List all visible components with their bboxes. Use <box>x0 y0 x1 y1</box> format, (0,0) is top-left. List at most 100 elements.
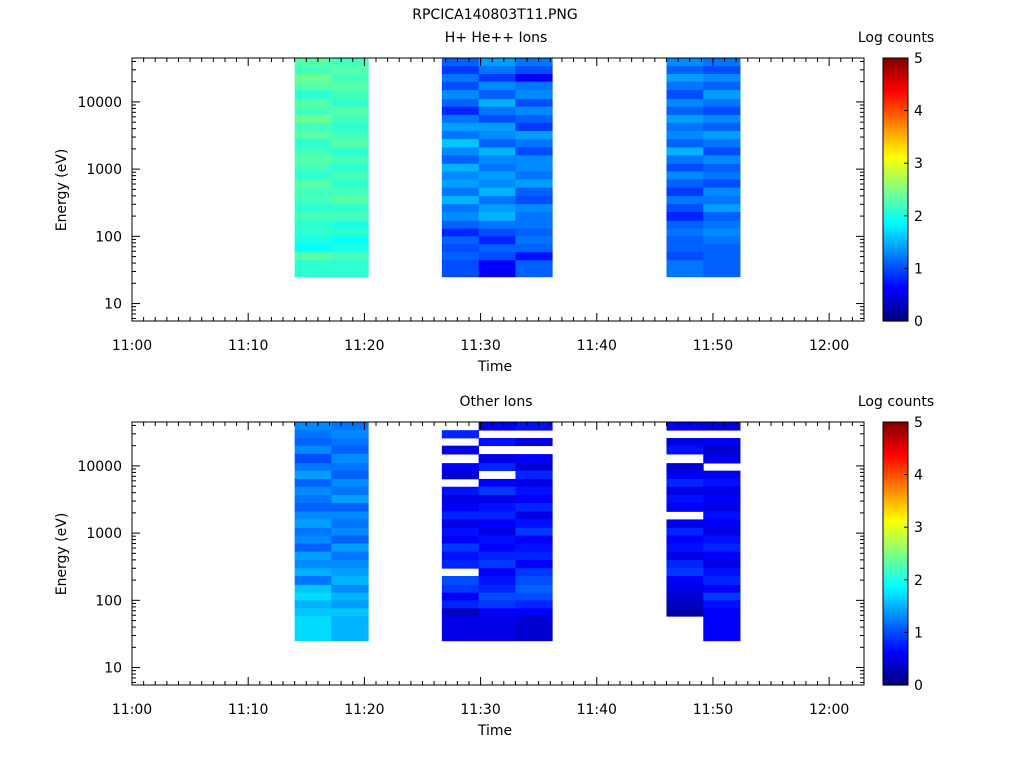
heatmap-cell <box>515 187 553 197</box>
colorbar-segment <box>883 180 908 184</box>
heatmap-cell <box>331 99 369 108</box>
heatmap-cell <box>703 139 741 148</box>
colorbar-segment <box>883 529 908 533</box>
colorbar-segment <box>883 625 908 629</box>
colorbar-segment <box>883 577 908 581</box>
colorbar-segment <box>883 676 908 680</box>
colorbar-segment <box>883 108 908 112</box>
heatmap-cell <box>515 608 553 617</box>
colorbar-segment <box>883 588 908 592</box>
heatmap-cell <box>666 99 704 108</box>
heatmap-cell <box>478 99 516 108</box>
heatmap-cell <box>441 616 480 625</box>
heatmap-cell <box>515 122 553 132</box>
colorbar-segment <box>883 428 908 432</box>
heatmap-cell <box>666 228 704 237</box>
heatmap-cell <box>478 179 516 189</box>
heatmap-cell <box>703 608 741 617</box>
heatmap-cell <box>703 244 741 253</box>
heatmap-cell <box>441 179 480 189</box>
colorbar-segment <box>883 204 908 208</box>
colorbar-segment <box>883 448 908 452</box>
colorbar-segment <box>883 246 908 250</box>
colorbar-segment <box>883 492 908 495</box>
heatmap-cell <box>331 576 369 586</box>
colorbar-segment <box>883 178 908 182</box>
heatmap-cell <box>331 463 369 472</box>
colorbar-segment <box>883 621 908 625</box>
colorbar-segment <box>883 608 908 612</box>
colorbar-segment <box>883 432 908 436</box>
heatmap-cell <box>703 543 741 553</box>
heatmap-cell <box>515 74 553 83</box>
heatmap-cell <box>703 454 741 464</box>
heatmap-cell <box>331 163 369 172</box>
colorbar-segment <box>883 176 908 180</box>
heatmap-cell <box>703 171 741 180</box>
colorbar-segment <box>883 222 908 226</box>
heatmap-cell <box>331 228 369 237</box>
colorbar-segment <box>883 193 908 197</box>
x-axis: 11:00 11:10 11:20 11:30 11:40 11:50 12:00 <box>112 422 865 718</box>
colorbar-segment <box>883 459 908 463</box>
colorbar-segment <box>883 538 908 541</box>
colorbar-segment <box>883 128 908 131</box>
heatmap-cell <box>666 584 704 594</box>
heatmap-cell <box>478 543 516 553</box>
heatmap-cell <box>294 171 332 180</box>
colorbar-segment <box>883 58 908 61</box>
panel-h-he-ions: H+ He++ Ions Log counts 11:00 11:10 11:20 1… <box>54 30 934 375</box>
y-axis-label: Energy (eV) <box>54 149 70 232</box>
heatmap-cell <box>515 212 553 222</box>
colorbar-segment <box>883 217 908 221</box>
colorbar-segment <box>883 590 908 594</box>
colorbar-segment <box>883 169 908 173</box>
heatmap-cell <box>666 106 704 116</box>
colorbar-segment <box>883 182 908 186</box>
heatmap-cell <box>703 204 741 213</box>
heatmap-cell <box>478 163 516 172</box>
colorbar-segment <box>883 540 908 544</box>
colorbar-segment <box>883 426 908 430</box>
heatmap-cell <box>294 220 332 230</box>
colorbar-segment <box>883 623 908 627</box>
colorbar-segment <box>883 592 908 596</box>
colorbar-segment <box>883 566 908 570</box>
colorbar-segment <box>883 560 908 563</box>
heatmap-cell <box>703 568 741 577</box>
colorbar-segment <box>883 424 908 427</box>
heatmap-cell <box>331 584 369 594</box>
colorbar-segment <box>883 268 908 272</box>
heatmap-cell <box>666 494 704 504</box>
colorbar-segment <box>883 73 908 77</box>
heatmap-cell <box>515 106 553 116</box>
heatmap-cell <box>478 422 516 431</box>
x-tick-label: 11:50 <box>693 702 733 718</box>
colorbar-tick-label: 4 <box>914 104 923 120</box>
heatmap-cell <box>666 608 704 617</box>
heatmap-cell <box>666 559 704 569</box>
colorbar-segment <box>883 443 908 447</box>
heatmap-cell <box>478 559 516 569</box>
colorbar-segment <box>883 185 908 188</box>
colorbar-segment <box>883 680 908 684</box>
heatmap-cell <box>515 535 553 544</box>
heatmap-cell <box>441 244 480 253</box>
colorbar-segment <box>883 422 908 425</box>
heatmap-cell <box>331 187 369 197</box>
heatmap-cell <box>331 616 369 625</box>
colorbar-segment <box>883 75 908 79</box>
colorbar-segment <box>883 575 908 579</box>
x-tick-label: 11:50 <box>693 338 733 354</box>
heatmap-cell <box>666 478 704 488</box>
heatmap-cell <box>478 478 516 488</box>
colorbar-segment <box>883 82 908 85</box>
colorbar-segment <box>883 294 908 298</box>
colorbar-segment <box>883 303 908 307</box>
heatmap-cell <box>294 511 332 520</box>
heatmap-cell <box>441 99 480 108</box>
heatmap-cell <box>294 99 332 108</box>
heatmap-cell <box>331 519 369 529</box>
x-tick-label: 11:00 <box>112 338 152 354</box>
heatmap-cell <box>478 195 516 205</box>
